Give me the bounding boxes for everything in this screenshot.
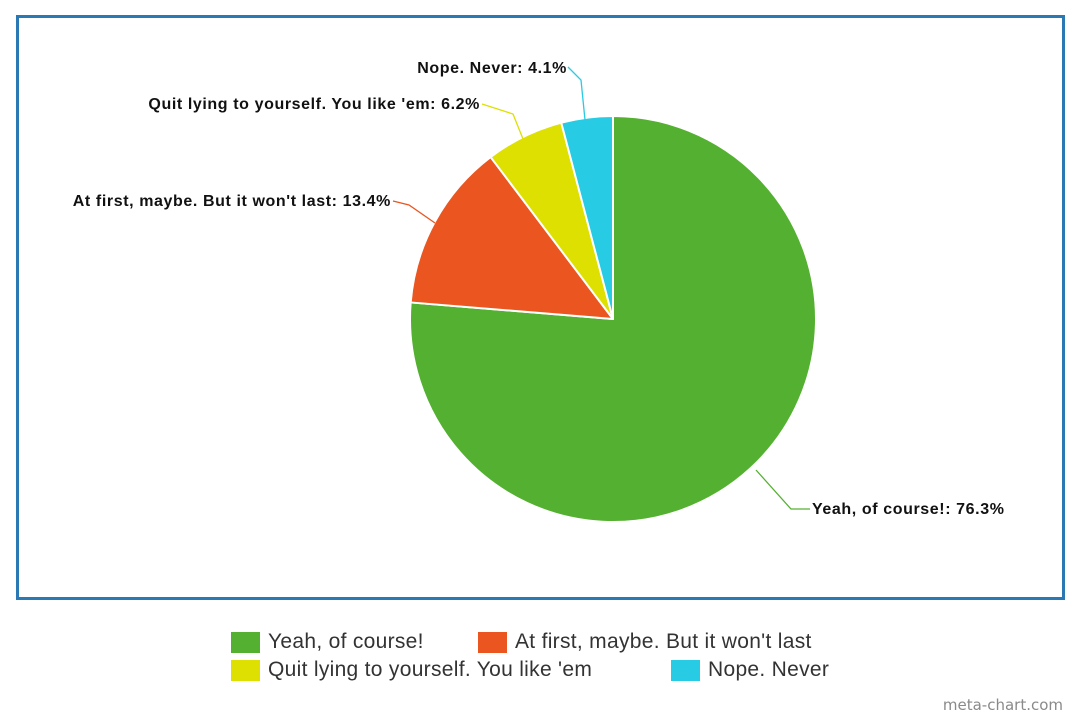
legend-swatch-at-first-maybe bbox=[478, 631, 507, 653]
legend-swatch-nope-never bbox=[671, 659, 700, 681]
leader-line-nope-never bbox=[567, 66, 586, 121]
legend-label-yeah-of-course: Yeah, of course! bbox=[268, 630, 424, 653]
pie-slice-nope-never[interactable] bbox=[560, 115, 614, 320]
data-label-yeah-of-course: Yeah, of course!: 76.3% bbox=[812, 501, 1005, 518]
legend-item-nope-never[interactable]: Nope. Never bbox=[671, 658, 829, 682]
legend-item-at-first-maybe[interactable]: At first, maybe. But it won't last bbox=[478, 630, 812, 654]
legend-item-yeah-of-course[interactable]: Yeah, of course! bbox=[231, 630, 424, 654]
data-label-quit-lying: Quit lying to yourself. You like 'em: 6.… bbox=[148, 96, 480, 113]
leader-line-at-first-maybe bbox=[392, 200, 436, 224]
leader-line-quit-lying bbox=[481, 103, 524, 140]
legend-swatch-yeah-of-course bbox=[231, 631, 260, 653]
data-label-at-first-maybe: At first, maybe. But it won't last: 13.4… bbox=[73, 193, 391, 210]
chart-frame: Yeah, of course!: 76.3% At first, maybe. … bbox=[16, 15, 1065, 600]
pie-chart: Yeah, of course!: 76.3% At first, maybe. … bbox=[73, 60, 1005, 523]
legend-swatch-quit-lying bbox=[231, 659, 260, 681]
legend-label-at-first-maybe: At first, maybe. But it won't last bbox=[515, 630, 812, 653]
legend-label-quit-lying: Quit lying to yourself. You like 'em bbox=[268, 658, 593, 681]
credit-text[interactable]: meta-chart.com bbox=[942, 696, 1063, 714]
pie-slice-at-first-maybe[interactable] bbox=[409, 156, 614, 320]
legend-label-nope-never: Nope. Never bbox=[708, 658, 830, 681]
data-label-nope-never: Nope. Never: 4.1% bbox=[417, 60, 567, 77]
legend-item-quit-lying[interactable]: Quit lying to yourself. You like 'em bbox=[231, 658, 592, 682]
legend: Yeah, of course! At first, maybe. But it… bbox=[231, 630, 931, 686]
leader-line-yeah-of-course bbox=[755, 469, 810, 510]
